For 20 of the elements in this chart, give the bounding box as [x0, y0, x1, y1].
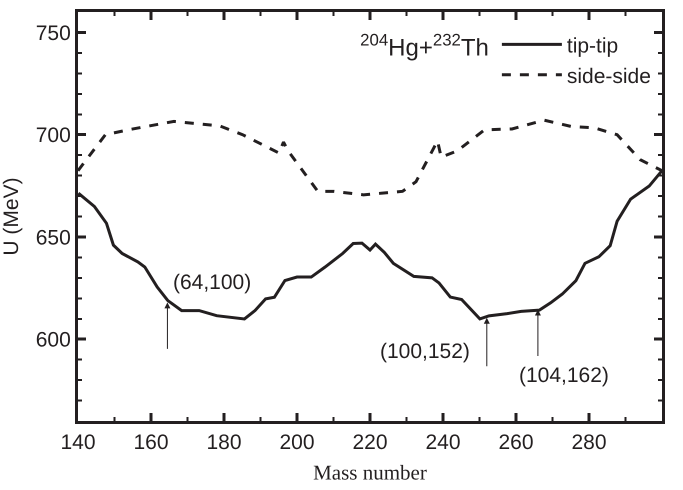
y-tick-label: 600: [36, 328, 71, 352]
x-tick-label: 220: [352, 431, 388, 454]
annotation: (104,162): [519, 364, 609, 387]
legend-label: side-side: [566, 64, 651, 88]
x-tick-label: 140: [60, 431, 96, 454]
x-axis-title: Mass number: [313, 460, 427, 484]
x-tick-label: 160: [133, 431, 169, 454]
y-tick-label: 750: [36, 22, 71, 45]
x-tick-label: 280: [571, 431, 607, 454]
x-tick-label: 200: [279, 431, 315, 454]
y-tick-label: 650: [36, 226, 71, 250]
y-axis-title: U (MeV): [0, 177, 23, 256]
y-tick-label: 700: [36, 124, 71, 148]
x-tick-label: 240: [425, 431, 461, 454]
x-tick-label: 260: [498, 431, 534, 454]
legend-label: tip-tip: [566, 34, 618, 58]
annotation: (64,100): [173, 271, 252, 294]
legend-title: $^{204}$Hg+$^{232}$Th: [360, 30, 489, 62]
annotation: (100,152): [380, 340, 470, 363]
x-tick-label: 180: [206, 431, 242, 454]
